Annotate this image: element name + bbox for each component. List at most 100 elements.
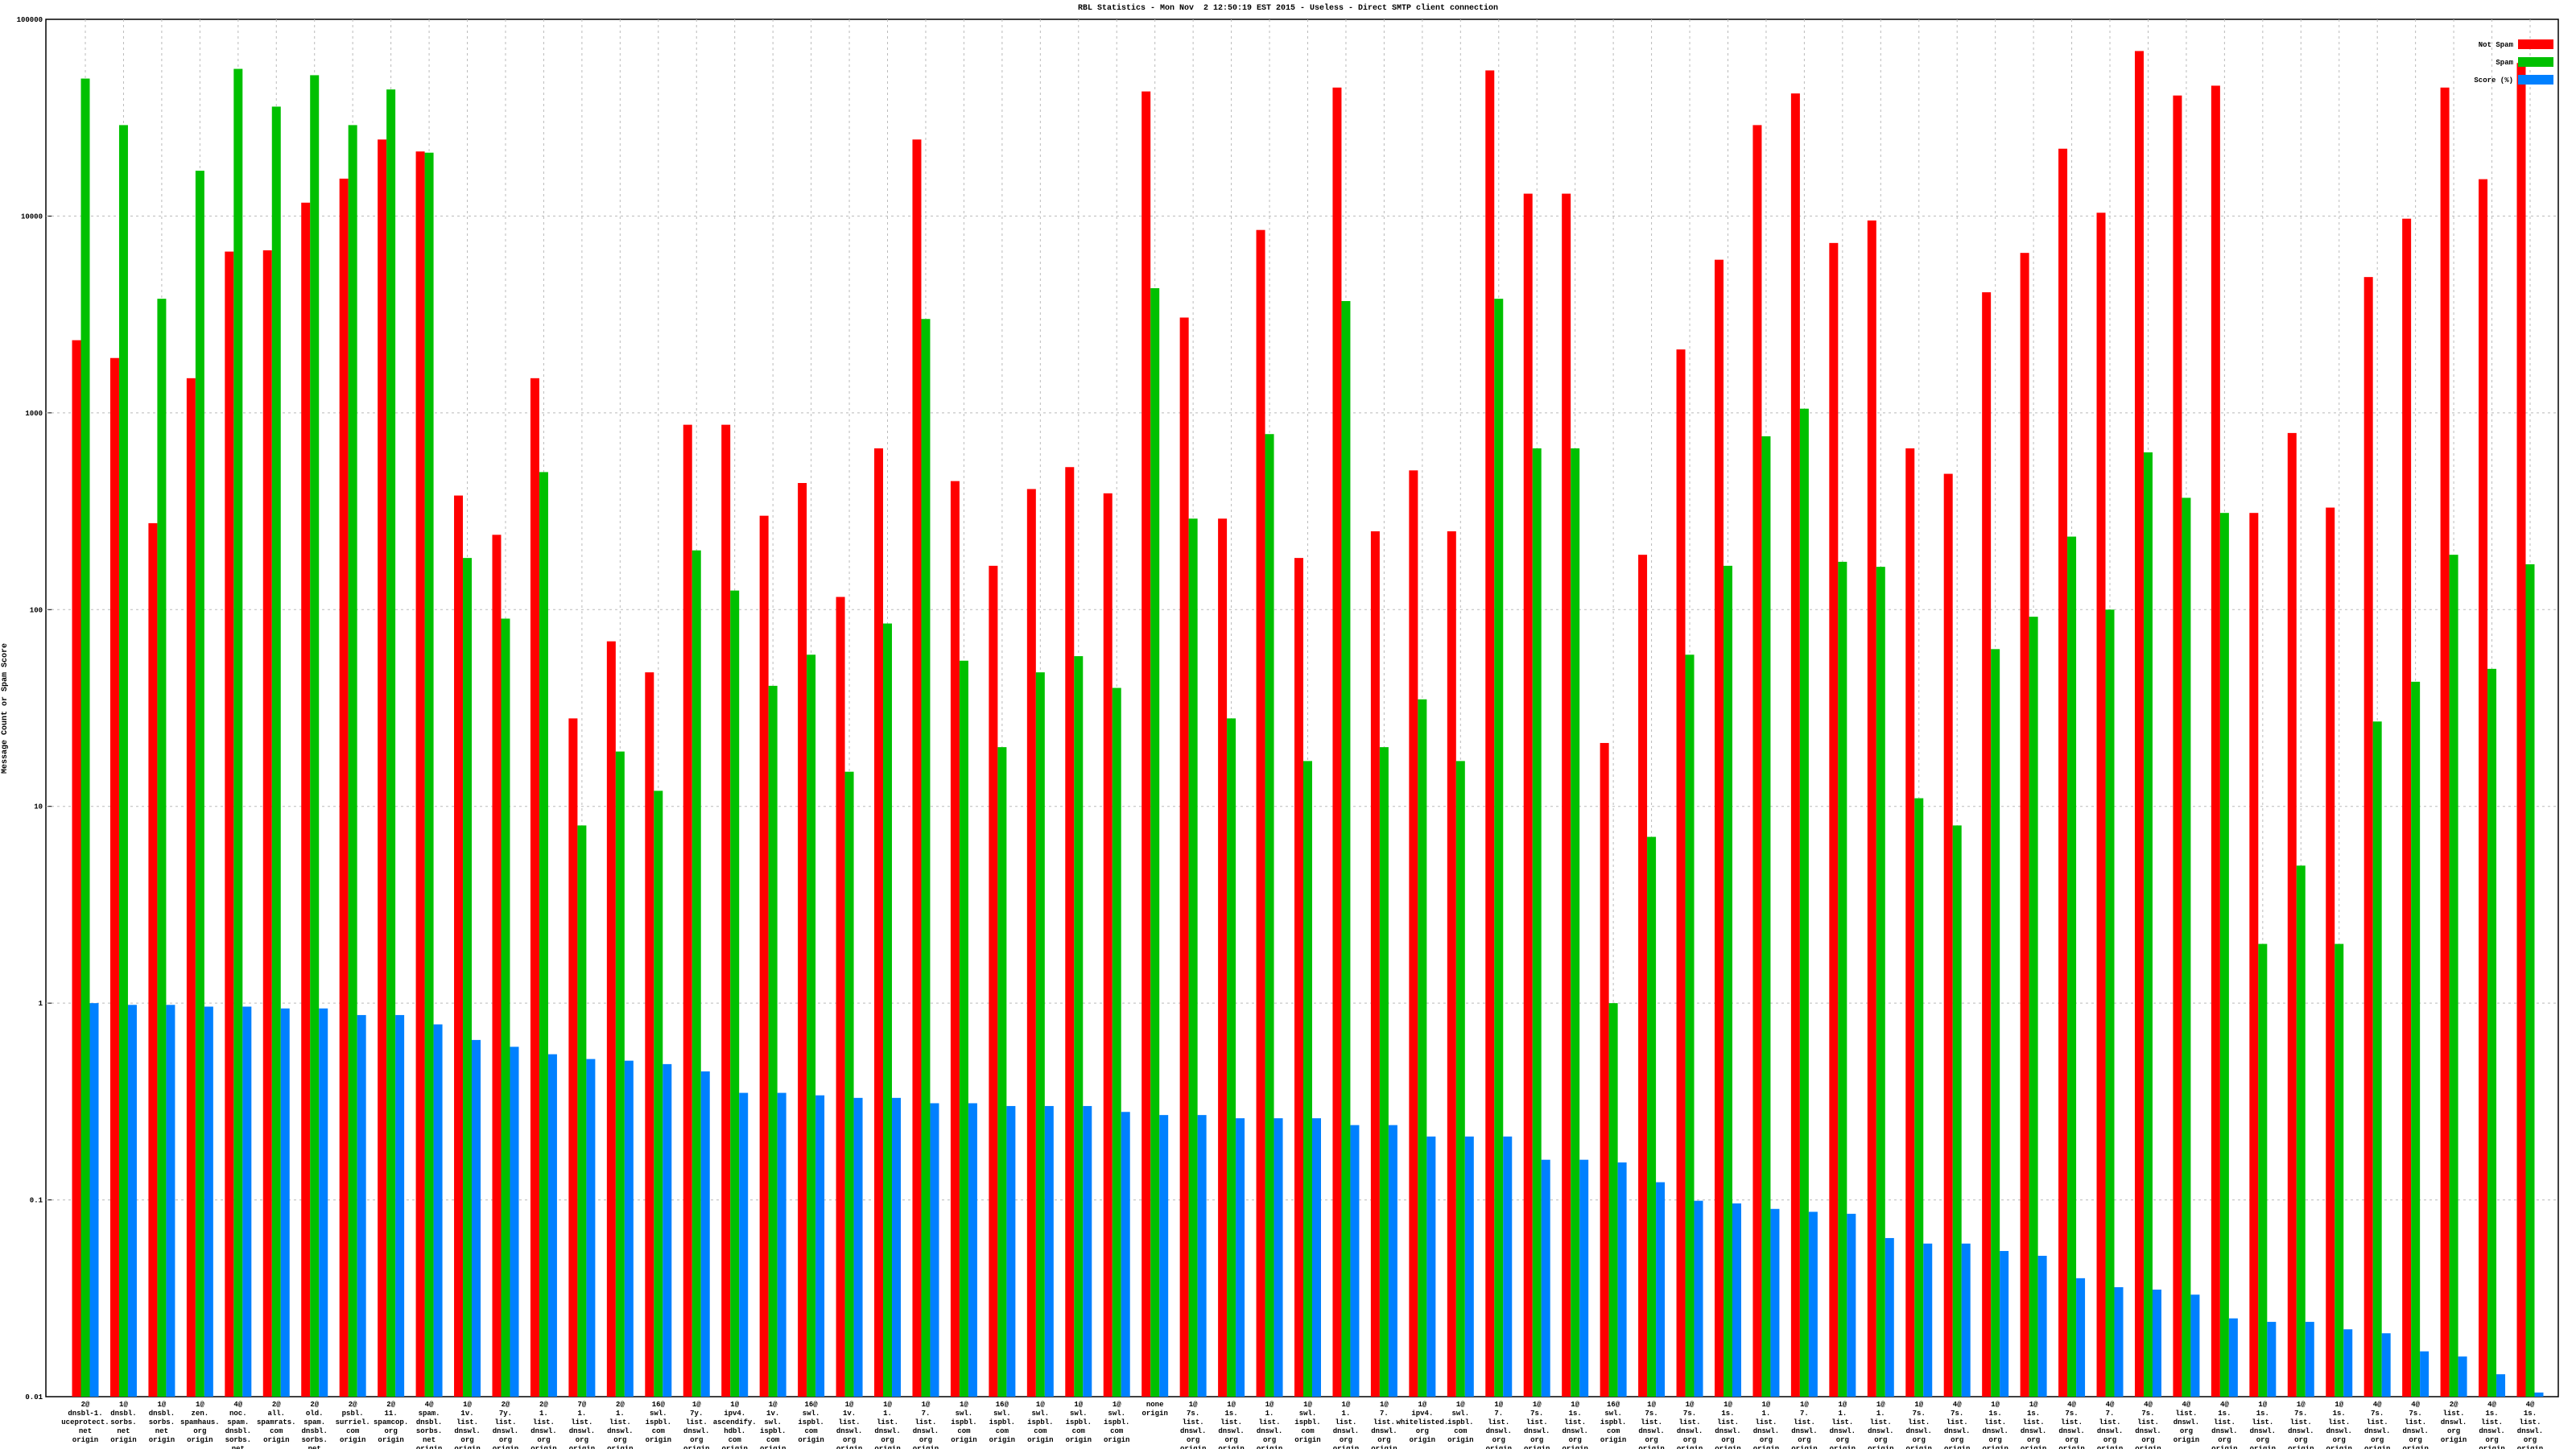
bar [1312, 1118, 1321, 1397]
bar [2487, 668, 2497, 1397]
bar [2211, 85, 2220, 1397]
bar [1676, 349, 1686, 1397]
bar [1179, 317, 1189, 1397]
bar [730, 590, 740, 1397]
bar [921, 319, 931, 1397]
bar [1332, 87, 1342, 1397]
bar [874, 448, 884, 1397]
bar [1418, 699, 1427, 1397]
bar [2296, 865, 2306, 1397]
x-tick-label: 1@ 7s. list. dnswl. org origin [1180, 1401, 1206, 1449]
bar [530, 378, 539, 1397]
bar [1541, 1159, 1550, 1397]
bar [1370, 531, 1380, 1397]
chart-title: RBL Statistics - Mon Nov 2 12:50:19 EST … [1078, 3, 1498, 13]
x-tick-label: 1@ swl. ispbl. com origin [1447, 1401, 1473, 1444]
bar [1770, 1208, 1780, 1397]
y-tick-label: 100000 [17, 16, 43, 24]
x-tick-label: 4@ 7s. list. dnswl. org origin [2364, 1401, 2390, 1449]
bar [1694, 1200, 1703, 1397]
bar [1236, 1118, 1245, 1397]
bar [510, 1046, 519, 1397]
bar [357, 1014, 366, 1397]
bar [1608, 1003, 1618, 1397]
bar [2334, 943, 2344, 1397]
x-tick-label: 2@ list. dnswl. org origin [2441, 1401, 2467, 1444]
y-tick-label: 0.01 [25, 1393, 43, 1402]
bar [339, 178, 349, 1397]
bar [501, 618, 510, 1397]
legend-swatch [2518, 39, 2553, 49]
x-tick-label: 1@ 1. list. dnswl. org origin [1333, 1401, 1359, 1449]
bar [1952, 825, 1962, 1397]
x-tick-label: 1@ 1s. list. dnswl. org origin [2250, 1401, 2276, 1449]
bar [1961, 1243, 1971, 1397]
x-tick-label: 2@ psbl. surriel. com origin [336, 1401, 370, 1444]
bar [2190, 1294, 2200, 1397]
bar [2058, 148, 2068, 1397]
bar [424, 152, 434, 1397]
bar [233, 68, 243, 1397]
bar [89, 1003, 99, 1397]
bar [539, 472, 548, 1397]
bar [2182, 497, 2191, 1397]
bar [989, 565, 998, 1397]
bar [204, 1006, 213, 1397]
legend-label: Spam [2496, 59, 2513, 67]
bar [1141, 91, 1151, 1397]
bar [1905, 448, 1915, 1397]
bar [1409, 470, 1418, 1397]
bar [127, 1005, 137, 1397]
bar [148, 522, 158, 1397]
bar [2219, 513, 2229, 1397]
x-tick-label: 1@ swl. ispbl. com origin [951, 1401, 976, 1444]
bar [2000, 1251, 2009, 1397]
x-tick-label: 1@ 1s. list. dnswl. org origin [2021, 1401, 2046, 1449]
bar [271, 106, 281, 1397]
bar [1265, 434, 1274, 1397]
bar [378, 139, 387, 1397]
x-tick-label: 1@ swl. ispbl. com origin [1294, 1401, 1320, 1444]
bar [1991, 649, 2000, 1397]
x-tick-label: 4@ 1s. list. dnswl. org origin [2211, 1401, 2237, 1449]
x-tick-label: 1@ swl. ispbl. com origin [1027, 1401, 1053, 1444]
x-tick-label: 1@ dnsbl. sorbs. net origin [149, 1401, 175, 1444]
x-tick-label: 1@ 7s. list. dnswl. org origin [2288, 1401, 2314, 1449]
x-tick-label: 1@ 7s. list. dnswl. org origin [1677, 1401, 1703, 1449]
bar [1341, 300, 1351, 1397]
x-tick-label: 1@ 1v. list. dnswl. org origin [836, 1401, 862, 1449]
x-tick-label: 1@ zen. spamhaus. org origin [180, 1401, 220, 1444]
bar [2479, 179, 2488, 1397]
bar [166, 1005, 175, 1397]
bar [2228, 1318, 2238, 1397]
bar [1426, 1136, 1436, 1397]
legend-label: Score (%) [2474, 76, 2513, 85]
bar [2029, 617, 2038, 1397]
bar [186, 378, 196, 1397]
bar [1197, 1115, 1207, 1397]
x-tick-label: 7@ 1. list. dnswl. org origin [569, 1401, 595, 1449]
bar [1044, 1105, 1054, 1397]
bar [454, 495, 464, 1397]
bar [2037, 1255, 2047, 1397]
bar [586, 1059, 596, 1397]
bar [645, 672, 654, 1397]
bar [1150, 288, 1160, 1397]
bar [2363, 277, 2373, 1397]
bar [2372, 721, 2382, 1397]
y-tick-label: 0.1 [30, 1197, 43, 1205]
bar [930, 1103, 939, 1397]
bar [386, 89, 396, 1397]
x-tick-label: 1@ 1. list. dnswl. org origin [1257, 1401, 1282, 1449]
bar [1761, 436, 1771, 1397]
bar [959, 660, 968, 1397]
legend-label: Not Spam [2479, 41, 2514, 49]
bar [547, 1054, 557, 1397]
x-tick-label: 4@ 7s. list. dnswl. org origin [1944, 1401, 1970, 1449]
bar [195, 171, 204, 1397]
bar [1656, 1182, 1666, 1397]
y-axis-label: Message Count or Spam Score [1, 643, 10, 774]
x-tick-label: 2@ 1. list. dnswl. org origin [607, 1401, 633, 1449]
x-tick-label: 1@ ipv4. whitelisted. org origin [1396, 1401, 1448, 1444]
